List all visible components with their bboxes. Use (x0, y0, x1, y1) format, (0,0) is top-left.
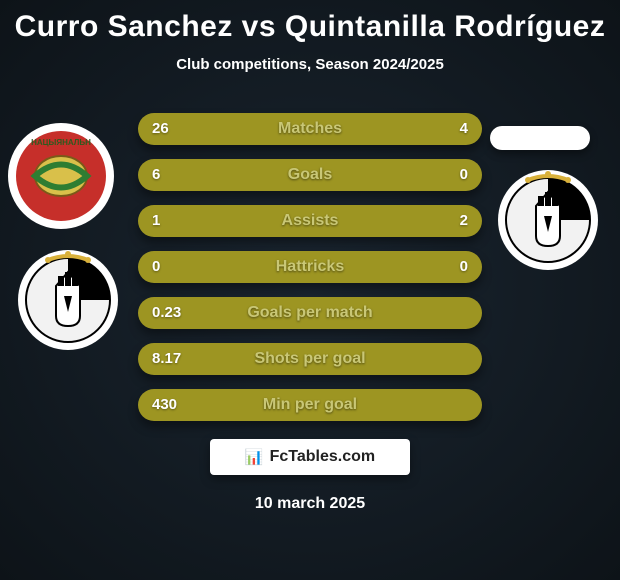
stat-label: Assists (138, 205, 482, 237)
left-team-badge-2: CLUB (18, 250, 118, 350)
stat-label: Hattricks (138, 251, 482, 283)
stat-row: 8.17 Shots per goal (138, 343, 482, 375)
stat-row: 430 Min per goal (138, 389, 482, 421)
stat-label: Min per goal (138, 389, 482, 421)
stat-row: 1 Assists 2 (138, 205, 482, 237)
stat-label: Shots per goal (138, 343, 482, 375)
page-title: Curro Sanchez vs Quintanilla Rodríguez (0, 0, 620, 44)
stat-label: Matches (138, 113, 482, 145)
chart-icon: 📊 (245, 448, 264, 466)
watermark-text: FcTables.com (270, 448, 376, 466)
stat-row: 0.23 Goals per match (138, 297, 482, 329)
right-team-badge-1 (490, 126, 590, 150)
right-team-badge-2 (498, 170, 598, 270)
stat-row: 6 Goals 0 (138, 159, 482, 191)
date-label: 10 march 2025 (0, 495, 620, 513)
stat-label: Goals (138, 159, 482, 191)
stat-row: 26 Matches 4 (138, 113, 482, 145)
stat-row: 0 Hattricks 0 (138, 251, 482, 283)
left-team-badge-1: НАЦЫЯНАЛЬН (8, 123, 114, 229)
stat-right-value: 2 (460, 205, 468, 237)
stat-right-value: 0 (460, 251, 468, 283)
stat-label: Goals per match (138, 297, 482, 329)
subtitle: Club competitions, Season 2024/2025 (0, 56, 620, 73)
watermark: 📊 FcTables.com (210, 439, 410, 475)
stat-right-value: 0 (460, 159, 468, 191)
svg-text:НАЦЫЯНАЛЬН: НАЦЫЯНАЛЬН (31, 138, 91, 147)
stat-right-value: 4 (460, 113, 468, 145)
